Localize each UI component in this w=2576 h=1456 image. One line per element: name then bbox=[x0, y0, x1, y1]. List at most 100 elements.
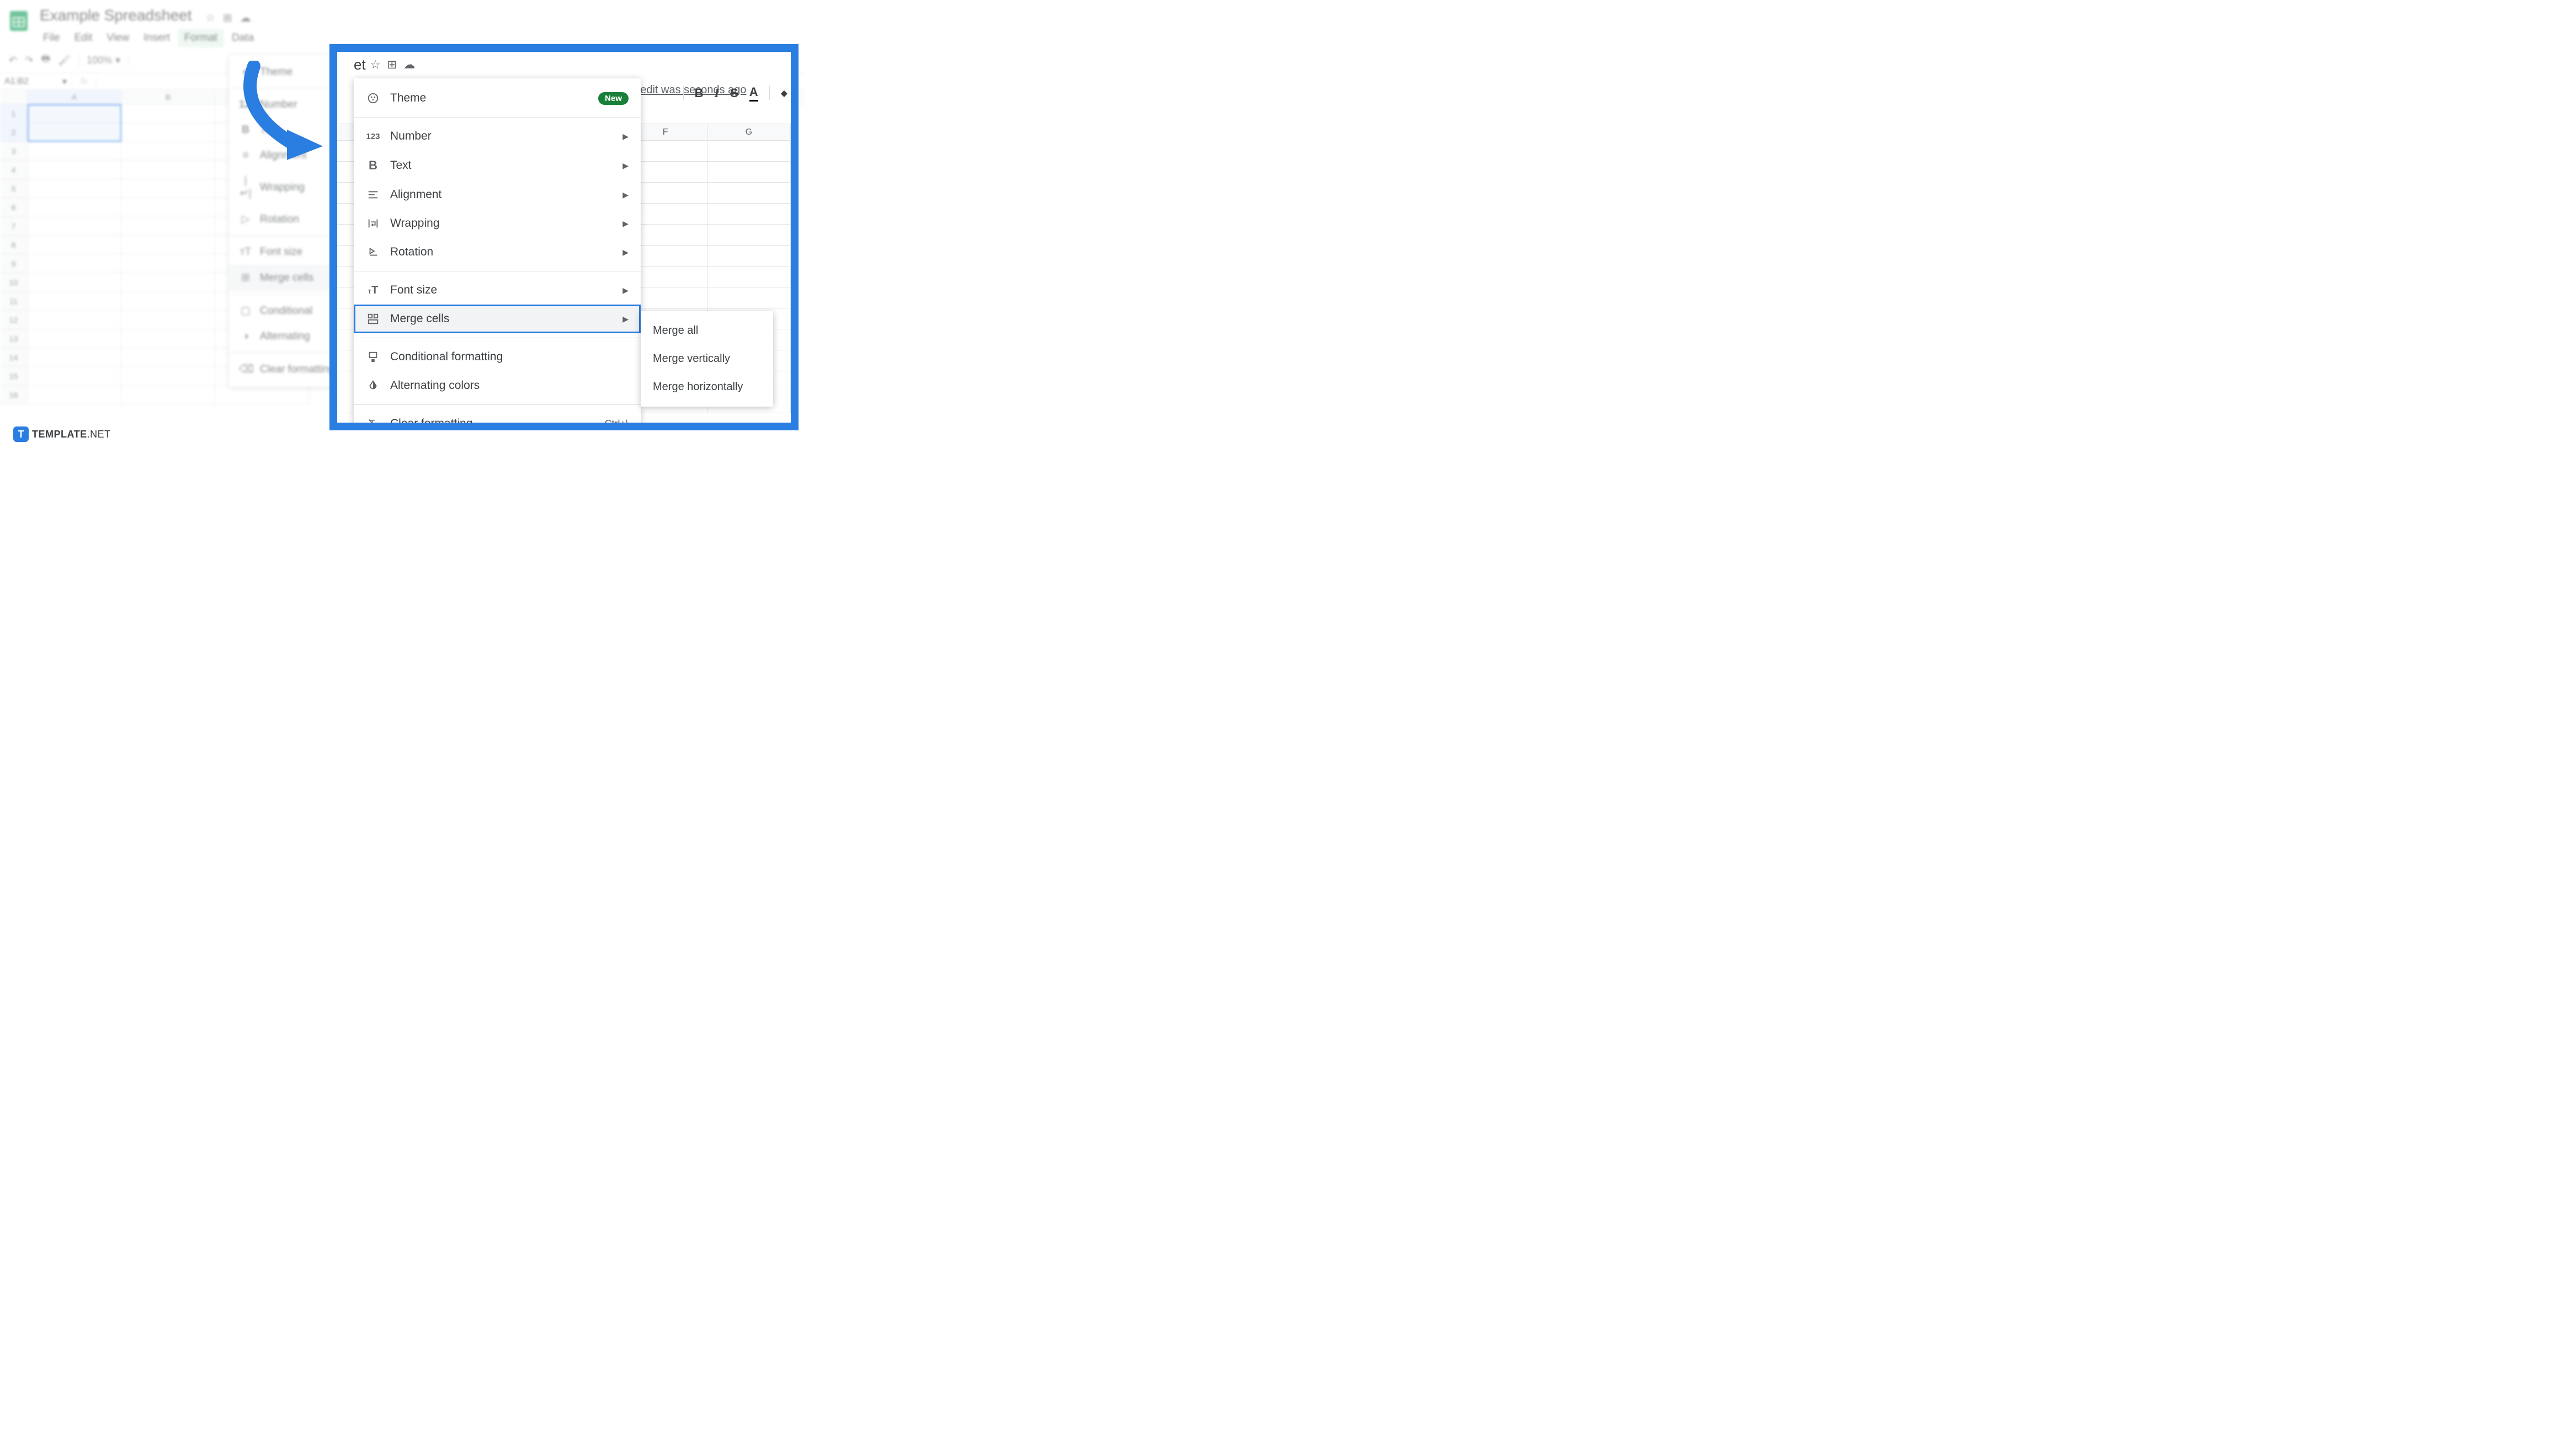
row-header[interactable]: 13 bbox=[0, 329, 28, 348]
alignment-icon bbox=[366, 189, 380, 201]
row-header[interactable]: 6 bbox=[0, 198, 28, 217]
format-dropdown: Theme New 123 Number ▶ B Text ▶ Alignmen… bbox=[354, 78, 641, 430]
menu-item-label: Clear formatting bbox=[390, 417, 472, 430]
menu-item-alternating-colors[interactable]: Alternating colors bbox=[354, 371, 641, 400]
row-header[interactable]: 9 bbox=[0, 254, 28, 273]
menu-item-merge-cells[interactable]: Merge cells ▶ bbox=[354, 305, 641, 333]
text-color-button[interactable]: A bbox=[749, 85, 758, 102]
toolbar-divider bbox=[128, 54, 129, 66]
menu-item-alignment[interactable]: Alignment ▶ bbox=[354, 180, 641, 209]
row-headers: 1 2 3 4 5 6 7 8 9 10 11 12 13 14 15 16 bbox=[0, 104, 28, 404]
fontsize-icon: тT bbox=[366, 284, 380, 297]
row-header[interactable]: 2 bbox=[0, 123, 28, 142]
title-area: Example Spreadsheet ☆ ⊞ ☁ File Edit View… bbox=[36, 4, 799, 47]
alignment-icon: ≡ bbox=[239, 150, 252, 162]
alternating-icon: ◑ bbox=[239, 330, 252, 343]
redo-icon[interactable]: ↷ bbox=[25, 55, 33, 66]
row-header[interactable]: 14 bbox=[0, 348, 28, 367]
fx-label: fx bbox=[72, 77, 97, 87]
undo-icon[interactable]: ↶ bbox=[9, 55, 17, 66]
keyboard-shortcut: Ctrl+\ bbox=[604, 418, 629, 430]
merge-cells-submenu: Merge all Merge vertically Merge horizon… bbox=[641, 311, 773, 407]
menu-edit[interactable]: Edit bbox=[68, 29, 99, 47]
conditional-icon: ▢ bbox=[239, 305, 252, 317]
zoom-value: 100% bbox=[87, 55, 112, 66]
menu-format[interactable]: Format bbox=[178, 29, 224, 47]
row-header[interactable]: 1 bbox=[0, 104, 28, 123]
toolbar-divider bbox=[683, 86, 684, 100]
submenu-arrow-icon: ▶ bbox=[622, 161, 629, 170]
wrapping-icon bbox=[366, 217, 380, 230]
row-header[interactable]: 4 bbox=[0, 161, 28, 179]
row-header[interactable]: 16 bbox=[0, 386, 28, 404]
move-icon[interactable]: ⊞ bbox=[387, 58, 397, 72]
print-icon[interactable]: 🖶 bbox=[41, 52, 50, 68]
menu-item-label: Number bbox=[390, 130, 432, 143]
menu-separator bbox=[354, 404, 641, 405]
column-header-g[interactable]: G bbox=[707, 124, 791, 140]
theme-icon: ◐ bbox=[239, 66, 252, 78]
menu-data[interactable]: Data bbox=[225, 29, 260, 47]
merge-icon: ⊞ bbox=[239, 271, 252, 284]
menu-item-text[interactable]: B Text ▶ bbox=[354, 151, 641, 180]
select-all-corner[interactable] bbox=[0, 90, 28, 104]
wrapping-icon: |↵| bbox=[239, 175, 252, 200]
inset-menubar: et ☆ ⊞ ☁ bbox=[337, 52, 791, 79]
menu-item-rotation[interactable]: Rotation ▶ bbox=[354, 238, 641, 266]
row-header[interactable]: 11 bbox=[0, 292, 28, 311]
fill-color-icon[interactable]: ◆ bbox=[781, 88, 787, 99]
menu-item-label: Theme bbox=[390, 92, 426, 105]
menu-insert[interactable]: Insert bbox=[137, 29, 177, 47]
italic-button[interactable]: I bbox=[715, 86, 720, 100]
number-icon: 123 bbox=[366, 132, 380, 141]
document-title[interactable]: Example Spreadsheet bbox=[36, 4, 195, 26]
conditional-formatting-icon bbox=[366, 351, 380, 364]
merge-cells-icon bbox=[366, 313, 380, 326]
title-fragment: et bbox=[354, 56, 366, 73]
submenu-item-merge-all[interactable]: Merge all bbox=[641, 317, 773, 345]
name-box-value: A1:B2 bbox=[4, 77, 29, 87]
cloud-status-icon[interactable]: ☁ bbox=[240, 11, 251, 25]
bold-icon: B bbox=[366, 158, 380, 173]
sheets-logo-icon[interactable] bbox=[6, 4, 32, 38]
watermark: T TEMPLATE.NET bbox=[13, 426, 111, 442]
row-header[interactable]: 12 bbox=[0, 311, 28, 329]
row-header[interactable]: 10 bbox=[0, 273, 28, 292]
row-header[interactable]: 5 bbox=[0, 179, 28, 198]
new-badge: New bbox=[598, 92, 629, 105]
number-icon: 123 bbox=[239, 99, 252, 111]
move-icon[interactable]: ⊞ bbox=[223, 11, 232, 25]
menu-item-number[interactable]: 123 Number ▶ bbox=[354, 122, 641, 151]
submenu-item-merge-horizontally[interactable]: Merge horizontally bbox=[641, 373, 773, 401]
bold-button[interactable]: B bbox=[695, 86, 704, 100]
menu-item-theme[interactable]: Theme New bbox=[354, 84, 641, 113]
menu-item-conditional-formatting[interactable]: Conditional formatting bbox=[354, 343, 641, 371]
row-header[interactable]: 7 bbox=[0, 217, 28, 236]
paint-format-icon[interactable]: 🖌 bbox=[58, 55, 71, 66]
menu-item-label: Font size bbox=[390, 284, 437, 297]
zoom-selector[interactable]: 100% ▾ bbox=[87, 55, 120, 66]
column-header-b[interactable]: B bbox=[121, 90, 215, 104]
submenu-arrow-icon: ▶ bbox=[622, 219, 629, 228]
menu-file[interactable]: File bbox=[36, 29, 67, 47]
menu-item-font-size[interactable]: тT Font size ▶ bbox=[354, 276, 641, 305]
menu-item-clear-formatting[interactable]: T Clear formatting Ctrl+\ bbox=[354, 409, 641, 430]
toolbar-divider bbox=[769, 86, 770, 100]
row-header[interactable]: 8 bbox=[0, 236, 28, 254]
star-icon[interactable]: ☆ bbox=[370, 58, 381, 72]
menu-view[interactable]: View bbox=[100, 29, 136, 47]
menu-item-label: Merge cells bbox=[390, 312, 449, 326]
submenu-item-merge-vertically[interactable]: Merge vertically bbox=[641, 345, 773, 373]
watermark-text: TEMPLATE.NET bbox=[32, 429, 111, 440]
inset-callout: et ☆ ⊞ ☁ Format Data Tools Extensions He… bbox=[329, 44, 799, 430]
watermark-badge-icon: T bbox=[13, 426, 29, 442]
strikethrough-button[interactable]: S bbox=[730, 86, 738, 100]
row-header[interactable]: 3 bbox=[0, 142, 28, 161]
row-header[interactable]: 15 bbox=[0, 367, 28, 386]
toolbar-divider bbox=[78, 54, 79, 66]
cloud-status-icon[interactable]: ☁ bbox=[403, 58, 415, 72]
star-icon[interactable]: ☆ bbox=[205, 11, 215, 25]
name-box[interactable]: A1:B2 ▾ bbox=[0, 75, 72, 88]
menu-item-wrapping[interactable]: Wrapping ▶ bbox=[354, 209, 641, 238]
column-header-a[interactable]: A bbox=[28, 90, 121, 104]
